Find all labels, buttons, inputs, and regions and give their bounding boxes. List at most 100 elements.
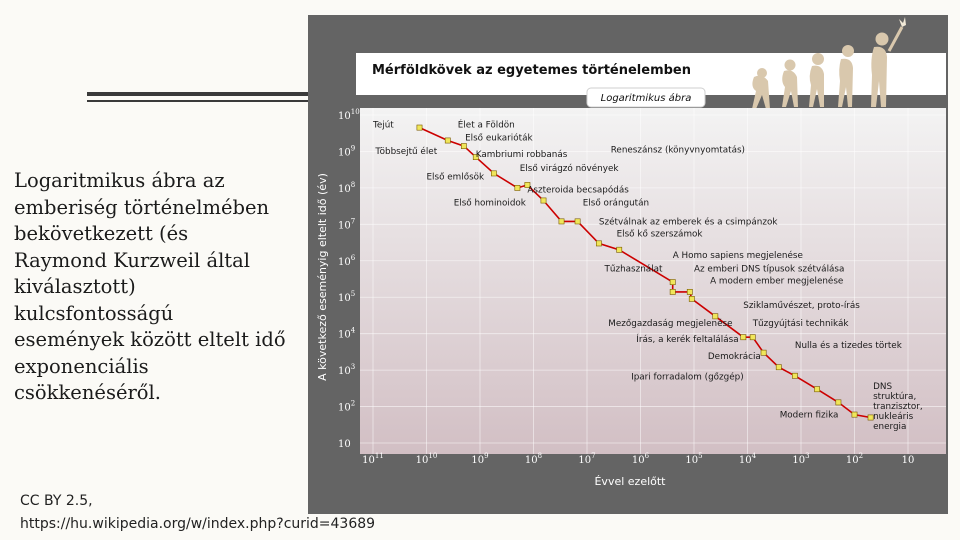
chart-title: Mérföldkövek az egyetemes történelemben xyxy=(372,63,691,78)
data-point xyxy=(686,288,693,295)
data-point xyxy=(775,364,782,371)
event-labels: Tejút Élet a Földön Első eukarióták Többsej… xyxy=(372,119,923,433)
title-rule-thick xyxy=(87,92,312,96)
event-label: A Homo sapiens megjelenése xyxy=(673,250,803,261)
data-point xyxy=(461,143,467,149)
event-label: Első hominoidok xyxy=(454,198,527,208)
event-label: Többsejtű élet xyxy=(374,146,437,157)
event-label: Szétválnak az emberek és a csimpánzok xyxy=(599,216,778,227)
event-label: Első kő szerszámok xyxy=(617,229,704,239)
tick-base: 10 xyxy=(338,366,351,377)
y-tick-label: 107 xyxy=(338,217,355,231)
tick-base: 10 xyxy=(338,184,351,195)
tick-exponent: 6 xyxy=(645,452,650,460)
data-point xyxy=(444,137,451,144)
data-point xyxy=(749,334,756,341)
event-label-line: DNS xyxy=(873,382,892,392)
tick-exponent: 7 xyxy=(591,452,595,460)
data-point xyxy=(669,279,676,285)
mascot-figures xyxy=(752,17,906,109)
event-label: Aszteroida becsapódás xyxy=(527,184,629,195)
tick-exponent: 8 xyxy=(351,181,355,189)
event-label: Reneszánsz (könyvnyomtatás) xyxy=(611,145,745,155)
event-label: Első orángután xyxy=(583,198,649,208)
tick-exponent: 9 xyxy=(484,452,488,460)
event-label: Kambriumi robbanás xyxy=(476,150,568,160)
event-label: Élet a Földön xyxy=(458,119,515,131)
tick-base: 10 xyxy=(338,220,351,231)
data-point xyxy=(595,240,602,247)
x-tick-label: 104 xyxy=(739,452,757,466)
tick-base: 10 xyxy=(338,330,351,341)
grid-lines xyxy=(360,108,946,454)
tick-base: 10 xyxy=(739,455,752,466)
event-label-line: nukleáris xyxy=(873,412,914,422)
chart-subtitle: Logaritmikus ábra xyxy=(601,92,692,104)
tick-exponent: 3 xyxy=(805,452,809,460)
tick-base: 10 xyxy=(685,455,698,466)
y-tick-label: 105 xyxy=(338,290,355,304)
tick-exponent: 10 xyxy=(428,452,437,460)
event-label: Mezőgazdaság megjelenése xyxy=(608,318,732,329)
credit-url[interactable]: https://hu.wikipedia.org/w/index.php?cur… xyxy=(20,516,376,532)
tick-exponent: 3 xyxy=(351,363,355,371)
x-tick-label: 108 xyxy=(525,452,542,466)
data-point xyxy=(524,182,531,188)
tick-base: 10 xyxy=(792,455,805,466)
data-point xyxy=(616,246,623,253)
data-point xyxy=(760,349,767,356)
x-tick-label: 109 xyxy=(471,452,488,466)
x-tick-label: 107 xyxy=(578,452,595,466)
tick-base: 10 xyxy=(416,455,429,466)
event-label: A modern ember megjelenése xyxy=(710,275,843,286)
tick-exponent: 8 xyxy=(538,452,542,460)
y-axis-label: A következő eseményig eltelt idő (év) xyxy=(316,173,329,381)
y-tick-label: 104 xyxy=(338,327,356,341)
data-point xyxy=(472,154,479,160)
data-point xyxy=(540,197,547,204)
caption-text: Logaritmikus ábra az emberiség történelm… xyxy=(14,169,286,404)
event-label: Írás, a kerék feltalálása xyxy=(636,333,738,345)
event-label: Első emlősök xyxy=(427,173,486,183)
y-tick-label: 109 xyxy=(338,144,355,158)
x-tick-label: 102 xyxy=(846,452,863,466)
x-tick-label: 1010 xyxy=(416,452,438,466)
event-label: Ipari forradalom (gőzgép) xyxy=(631,372,744,383)
title-rule-thin xyxy=(87,100,312,102)
credit-license: CC BY 2.5, xyxy=(20,493,93,509)
event-label-line: struktúra, xyxy=(873,392,916,402)
chart-panel: Mérföldkövek az egyetemes történelemben … xyxy=(308,15,948,514)
tick-base: 10 xyxy=(578,455,591,466)
event-label: Tűzhasználat xyxy=(604,265,664,275)
tick-exponent: 5 xyxy=(698,452,702,460)
tick-base: 10 xyxy=(846,455,859,466)
tick-exponent: 5 xyxy=(351,290,355,298)
event-label: Demokrácia xyxy=(708,352,761,362)
data-point xyxy=(491,170,497,177)
data-point xyxy=(814,386,820,393)
data-point xyxy=(416,124,423,131)
tick-exponent: 4 xyxy=(752,452,757,460)
event-label: Nulla és a tizedes törtek xyxy=(795,340,903,351)
tick-base: 10 xyxy=(338,147,351,158)
event-label: Első virágzó növények xyxy=(520,163,620,174)
tick-exponent: 2 xyxy=(859,452,863,460)
tick-exponent: 6 xyxy=(351,254,356,262)
y-tick-label: 1010 xyxy=(338,108,360,122)
data-point xyxy=(669,288,676,295)
tick-base: 10 xyxy=(902,455,915,466)
tick-exponent: 4 xyxy=(351,327,356,335)
x-tick-label: 106 xyxy=(632,452,650,466)
data-point xyxy=(867,414,874,421)
tick-exponent: 2 xyxy=(351,400,355,408)
event-label-line: tranzisztor, xyxy=(873,402,923,412)
tick-exponent: 9 xyxy=(351,144,355,152)
event-label: Tűzgyújtási technikák xyxy=(752,319,850,329)
tick-base: 10 xyxy=(338,439,351,450)
tick-base: 10 xyxy=(338,257,351,268)
event-label: Tejút xyxy=(372,121,394,131)
x-tick-label: 103 xyxy=(792,452,809,466)
x-tick-label: 10 xyxy=(902,455,915,466)
event-label: Az emberi DNS típusok szétválása xyxy=(694,264,844,275)
